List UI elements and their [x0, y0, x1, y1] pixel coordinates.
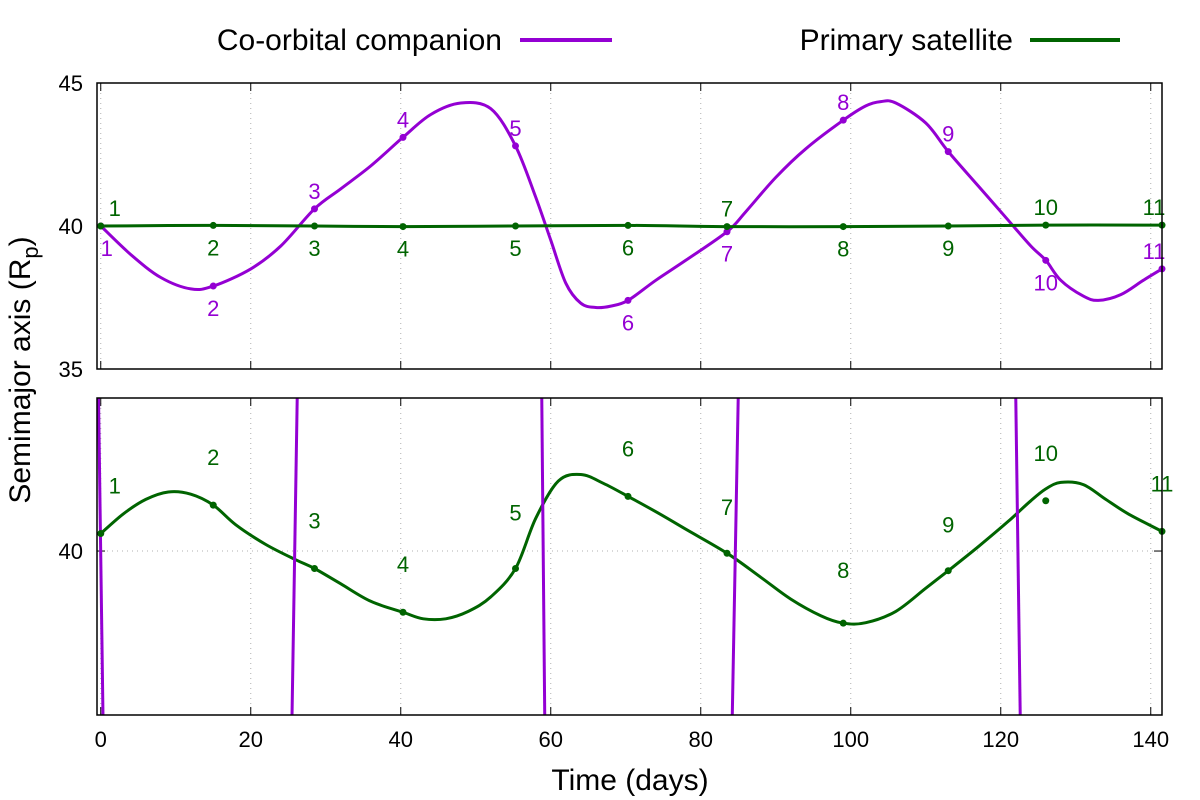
x-tick-label: 140: [1132, 727, 1169, 752]
data-point-companion: [399, 133, 407, 141]
data-label-companion: 9: [942, 122, 954, 147]
data-label-primary: 5: [509, 236, 521, 261]
data-label-primary: 7: [721, 197, 733, 222]
data-label-primary: 6: [622, 235, 634, 260]
x-tick-label: 20: [239, 727, 263, 752]
y-tick-label: 40: [59, 214, 83, 239]
data-label-primary: 2: [207, 235, 219, 260]
data-point-primary: [944, 222, 952, 230]
series-line-primary: [99, 472, 1162, 626]
legend: Co-orbital companion Primary satellite: [217, 24, 1120, 57]
data-label-primary: 10: [1034, 195, 1058, 220]
data-point-primary: [512, 565, 519, 573]
data-point-primary: [723, 223, 731, 231]
y-tick-label: 40: [59, 539, 83, 564]
x-tick-label: 0: [95, 727, 107, 752]
y-axis-label-close: ): [4, 236, 37, 246]
series-group-top: [99, 99, 1162, 310]
data-label-primary: 6: [622, 436, 634, 461]
x-tick-label: 120: [982, 727, 1019, 752]
data-point-companion: [839, 116, 847, 124]
data-point-primary: [624, 492, 632, 500]
data-label-primary: 8: [837, 237, 849, 262]
y-axis-label: Semimajor axis (Rp): [4, 236, 43, 503]
x-tick-label: 40: [389, 727, 413, 752]
data-point-primary: [399, 608, 407, 616]
data-point-primary: [839, 223, 847, 231]
data-label-primary: 1: [109, 196, 121, 221]
y-axis-label-subscript: p: [18, 246, 43, 258]
data-label-companion: 7: [721, 242, 733, 267]
series-line-companion: [1014, 398, 1022, 715]
data-label-companion: 6: [622, 310, 634, 335]
data-label-companion: 5: [509, 116, 521, 141]
x-tick-label: 60: [539, 727, 563, 752]
data-point-companion: [311, 205, 318, 213]
series-line-companion: [730, 398, 740, 715]
data-label-primary: 5: [509, 501, 521, 526]
data-label-companion: 2: [207, 296, 219, 321]
data-point-primary: [839, 619, 847, 627]
data-label-primary: 3: [308, 236, 320, 261]
series-line-companion: [290, 398, 299, 715]
plot-frame-bottom: [96, 397, 1163, 716]
data-point-companion: [512, 142, 519, 150]
data-label-primary: 2: [207, 445, 219, 470]
data-label-companion: 1: [101, 236, 113, 261]
legend-companion-label: Co-orbital companion: [217, 24, 502, 57]
data-point-companion: [624, 296, 632, 304]
data-label-primary: 7: [721, 495, 733, 520]
series-line-companion: [99, 99, 1162, 310]
data-label-primary: 10: [1034, 441, 1058, 466]
data-point-primary: [209, 221, 217, 229]
data-point-primary: [399, 223, 407, 231]
data-label-primary: 3: [308, 509, 320, 534]
plot-frame-top: [96, 82, 1163, 370]
x-tick-label: 80: [689, 727, 713, 752]
data-point-primary: [311, 222, 318, 230]
data-label-primary: 11: [1143, 195, 1166, 220]
data-label-primary: 9: [942, 513, 954, 538]
series-group-bottom: [97, 398, 1162, 715]
data-label-companion: 3: [308, 179, 320, 204]
data-point-primary: [209, 501, 217, 509]
y-tick-label: 45: [59, 71, 83, 96]
data-label-primary: 8: [837, 558, 849, 583]
data-point-companion: [723, 228, 731, 236]
series-line-companion: [97, 398, 105, 715]
data-point-primary: [1042, 497, 1050, 505]
data-point-primary: [624, 221, 632, 229]
series-line-companion: [540, 398, 547, 715]
data-point-primary: [97, 530, 105, 538]
data-point-primary: [723, 549, 731, 557]
data-label-companion: 8: [837, 90, 849, 115]
x-tick-label: 100: [832, 727, 869, 752]
data-point-companion: [209, 282, 217, 290]
data-point-companion: [944, 148, 952, 156]
data-label-companion: 10: [1034, 270, 1058, 295]
data-label-primary: 1: [109, 474, 121, 499]
data-label-companion: 11: [1143, 239, 1166, 264]
legend-primary-label: Primary satellite: [800, 24, 1013, 57]
data-point-primary: [97, 222, 105, 230]
data-point-primary: [311, 565, 318, 573]
data-point-primary: [1042, 221, 1050, 229]
data-label-primary: 4: [397, 552, 409, 577]
data-label-primary: 9: [942, 236, 954, 261]
data-point-primary: [944, 567, 952, 575]
data-point-primary: [512, 222, 519, 230]
x-axis-label: Time (days): [551, 764, 708, 797]
data-point-companion: [1042, 256, 1050, 264]
data-label-companion: 4: [397, 107, 409, 132]
data-label-primary: 4: [397, 237, 409, 262]
y-tick-label: 35: [59, 357, 83, 382]
